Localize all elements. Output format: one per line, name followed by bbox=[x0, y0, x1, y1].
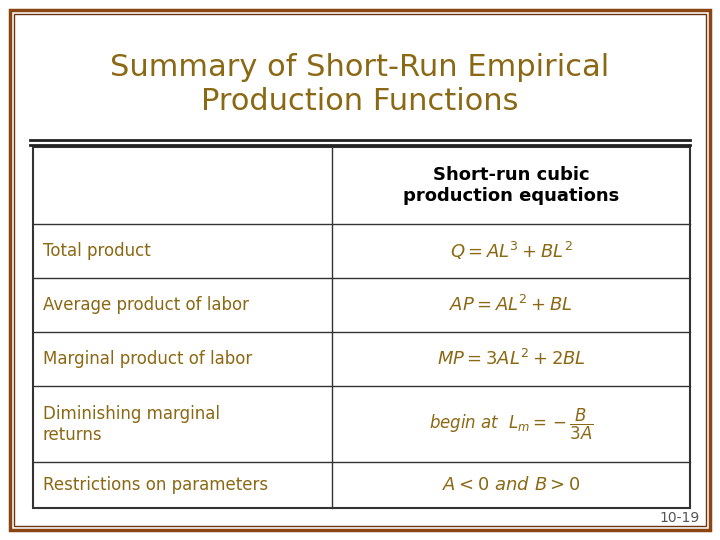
Text: Summary of Short-Run Empirical: Summary of Short-Run Empirical bbox=[110, 52, 610, 82]
Text: Production Functions: Production Functions bbox=[202, 86, 518, 116]
Text: 10-19: 10-19 bbox=[660, 511, 700, 525]
Text: $AP = AL^2 + BL$: $AP = AL^2 + BL$ bbox=[449, 295, 573, 315]
Text: Short-run cubic
production equations: Short-run cubic production equations bbox=[403, 166, 619, 205]
Text: Restrictions on parameters: Restrictions on parameters bbox=[43, 476, 268, 494]
Text: $A < 0$ and $B > 0$: $A < 0$ and $B > 0$ bbox=[441, 476, 580, 494]
Text: Diminishing marginal
returns: Diminishing marginal returns bbox=[43, 405, 220, 444]
Text: $Q = AL^3 + BL^2$: $Q = AL^3 + BL^2$ bbox=[449, 240, 572, 262]
Text: Marginal product of labor: Marginal product of labor bbox=[43, 350, 252, 368]
Text: Total product: Total product bbox=[43, 241, 150, 260]
Text: Average product of labor: Average product of labor bbox=[43, 296, 249, 314]
Bar bbox=[33, 147, 690, 508]
Text: $MP = 3AL^2 + 2BL$: $MP = 3AL^2 + 2BL$ bbox=[436, 349, 585, 369]
Text: begin at  $L_m = -\dfrac{B}{3A}$: begin at $L_m = -\dfrac{B}{3A}$ bbox=[428, 407, 593, 442]
